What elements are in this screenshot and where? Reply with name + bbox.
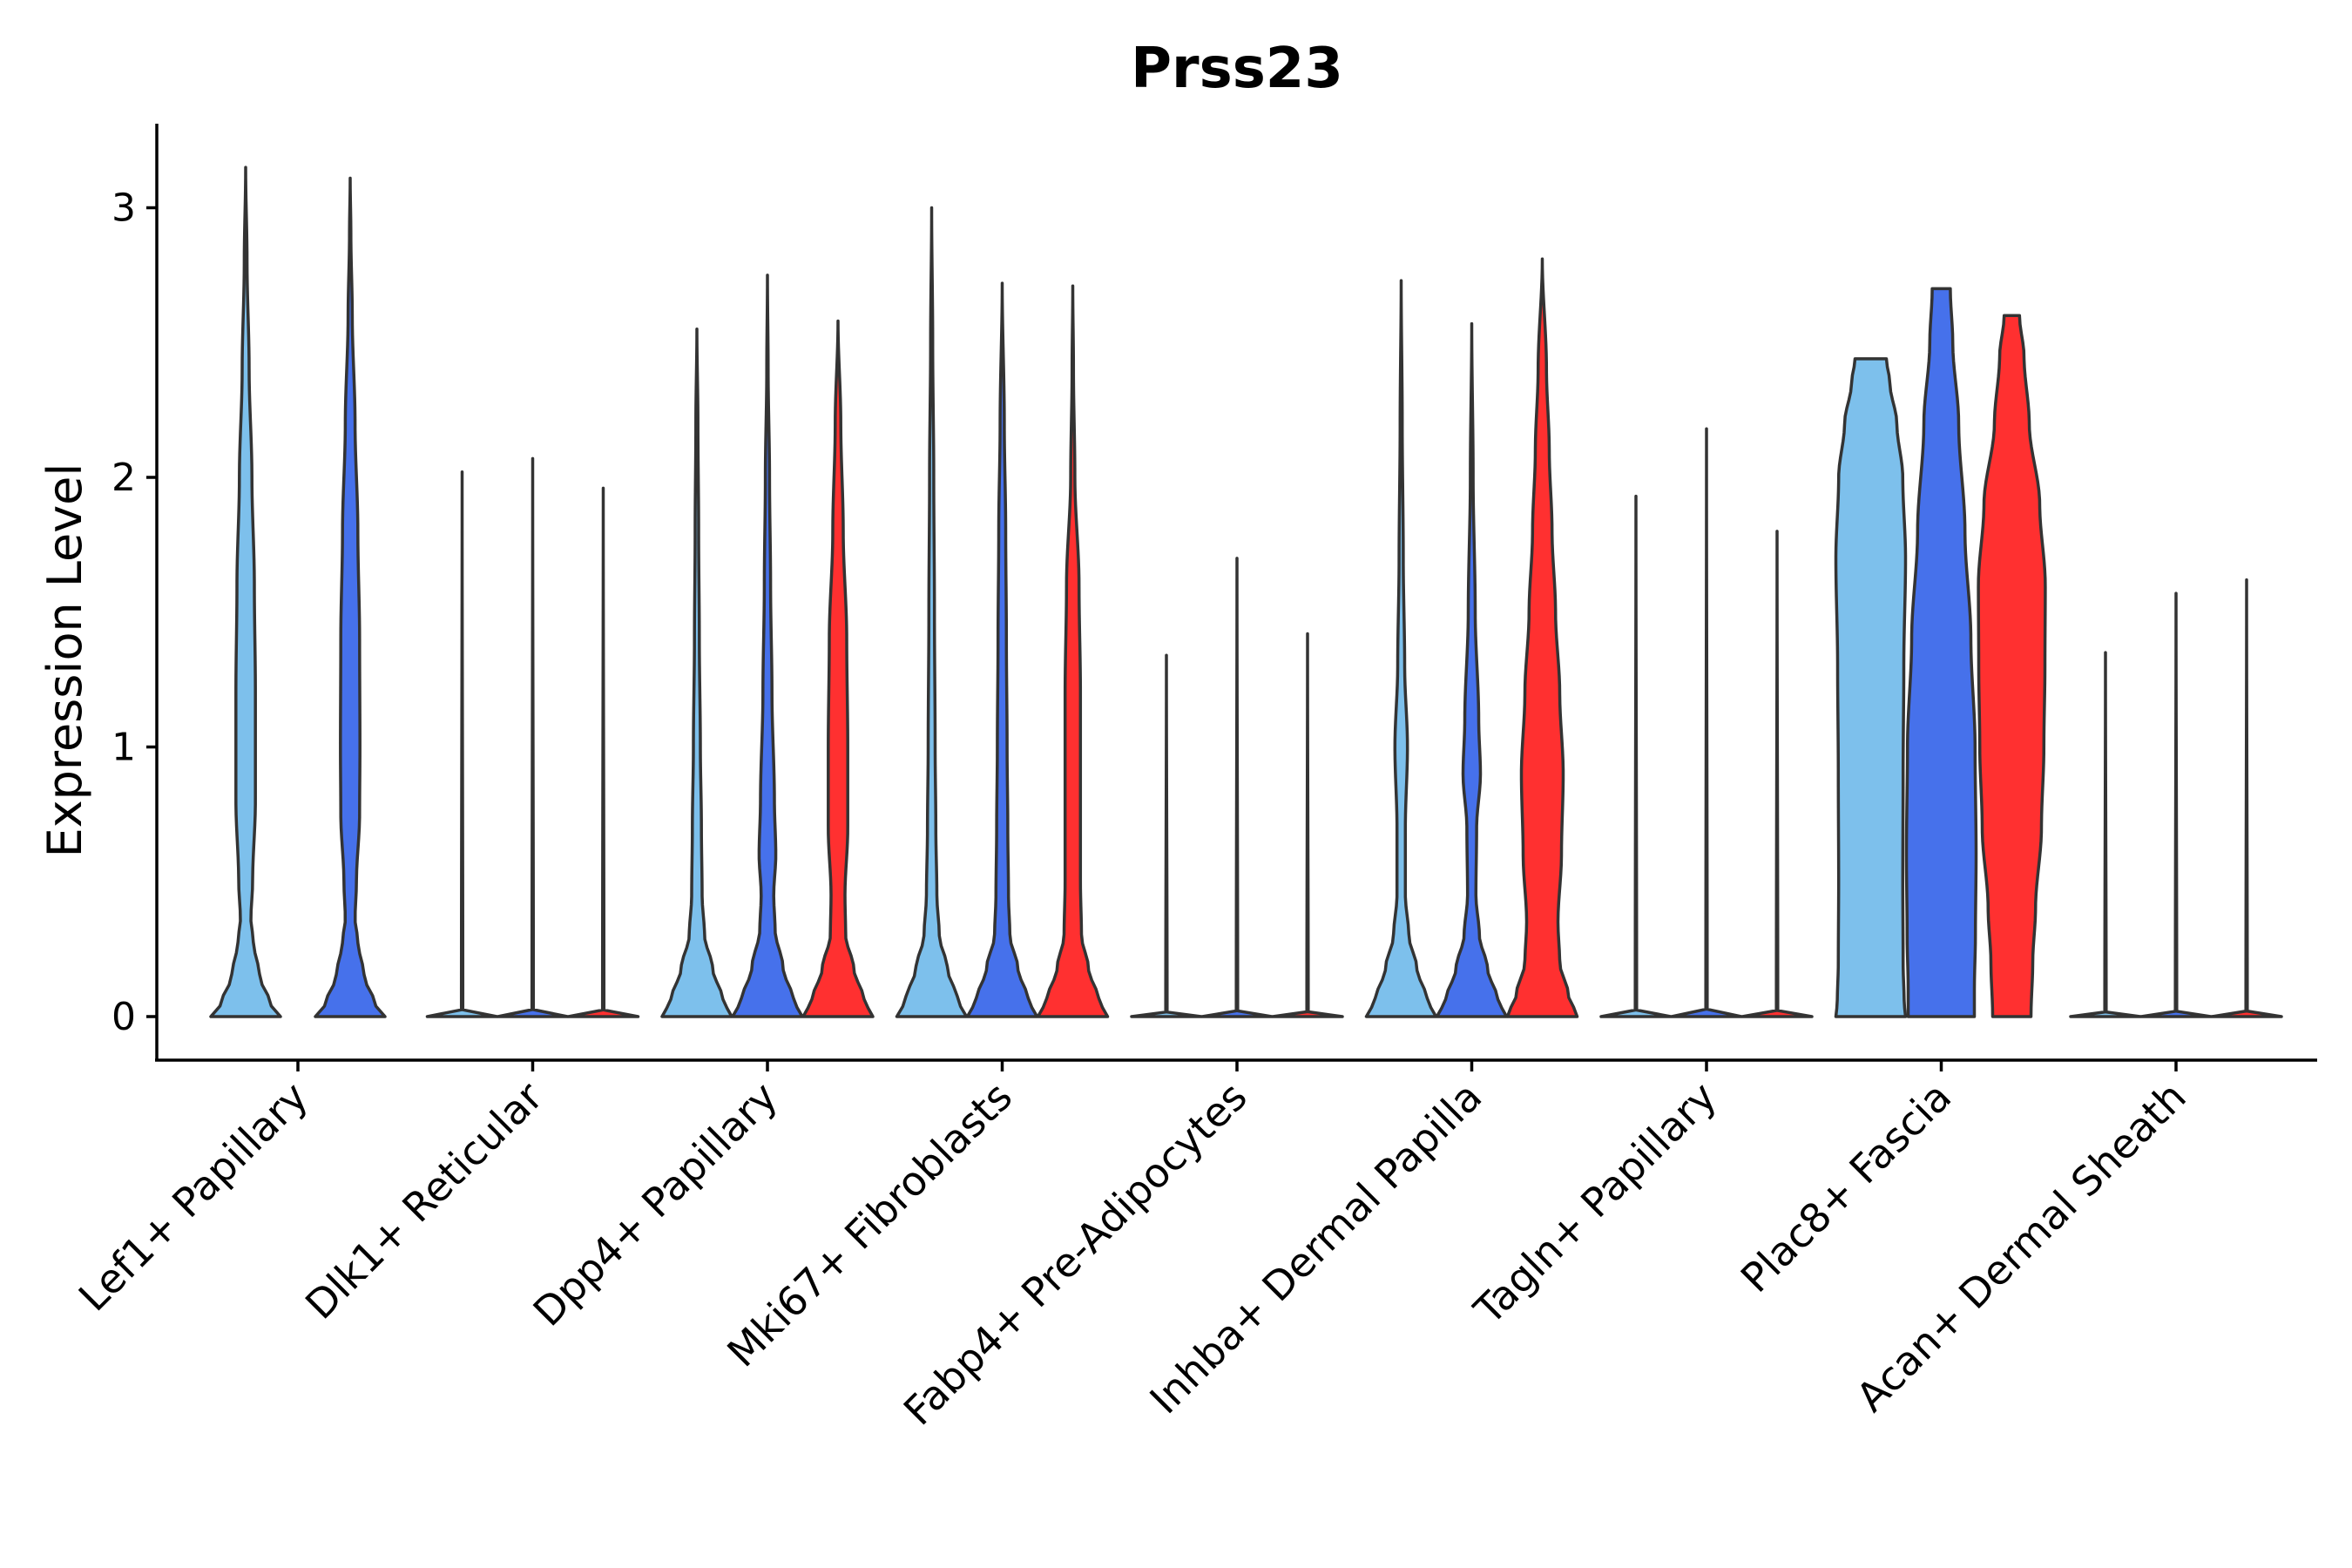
violin-plac8-fascia-series-3 bbox=[1977, 314, 2047, 1018]
violin-plac8-fascia-series-2 bbox=[1904, 287, 1978, 1018]
violin-plac8-fascia-series-1 bbox=[1834, 357, 1908, 1018]
chart-title: Prss23 bbox=[1131, 37, 1343, 101]
violin-acan-dermal-sheath-series-1 bbox=[2069, 651, 2142, 1018]
violin-inhba-dermal-papilla-series-1 bbox=[1364, 279, 1438, 1018]
violin-inhba-dermal-papilla-series-2 bbox=[1435, 321, 1509, 1018]
violin-fabp4-pre-adipocytes-series-2 bbox=[1200, 557, 1274, 1018]
y-tick-label: 3 bbox=[112, 186, 136, 231]
violin-tagln-papillary-series-1 bbox=[1599, 494, 1673, 1018]
violin-dpp4-papillary-series-2 bbox=[731, 274, 804, 1018]
violin-fabp4-pre-adipocytes-series-1 bbox=[1130, 653, 1203, 1018]
violin-lef1-papillary-series-1 bbox=[209, 166, 282, 1018]
violin-acan-dermal-sheath-series-2 bbox=[2139, 591, 2213, 1018]
violin-inhba-dermal-papilla-series-3 bbox=[1505, 257, 1579, 1018]
y-tick-label: 1 bbox=[112, 726, 136, 770]
violin-mki67-fibroblasts-series-3 bbox=[1036, 284, 1110, 1018]
y-tick-label: 2 bbox=[112, 456, 136, 500]
violin-mki67-fibroblasts-series-1 bbox=[895, 206, 969, 1018]
x-tick-label: Plac8+ Fascia bbox=[1732, 1073, 1960, 1301]
violin-tagln-papillary-series-3 bbox=[1740, 530, 1814, 1018]
violin-dlk1-reticular-series-1 bbox=[425, 470, 499, 1018]
x-tick-label: Lef1+ Papillary bbox=[70, 1073, 317, 1321]
violin-dlk1-reticular-series-3 bbox=[566, 486, 640, 1018]
violin-mki67-fibroblasts-series-2 bbox=[965, 281, 1039, 1018]
x-tick-label: Dpp4+ Papillary bbox=[524, 1073, 787, 1335]
violin-acan-dermal-sheath-series-3 bbox=[2210, 578, 2283, 1018]
x-tick-label: Dlk1+ Reticular bbox=[296, 1073, 551, 1328]
violin-fabp4-pre-adipocytes-series-3 bbox=[1271, 632, 1344, 1018]
violin-lef1-papillary-series-2 bbox=[314, 176, 387, 1018]
violin-tagln-papillary-series-2 bbox=[1670, 427, 1743, 1018]
y-tick-label: 0 bbox=[112, 995, 136, 1039]
x-tick-label: Tagln+ Papillary bbox=[1464, 1073, 1726, 1335]
violin-layer bbox=[209, 166, 2283, 1018]
violin-dpp4-papillary-series-3 bbox=[801, 319, 875, 1018]
y-axis-label: Expression Level bbox=[37, 463, 92, 858]
y-ticks: 0 1 2 3 bbox=[112, 186, 157, 1039]
violin-dlk1-reticular-series-2 bbox=[496, 456, 570, 1018]
violin-dpp4-papillary-series-1 bbox=[660, 328, 733, 1018]
